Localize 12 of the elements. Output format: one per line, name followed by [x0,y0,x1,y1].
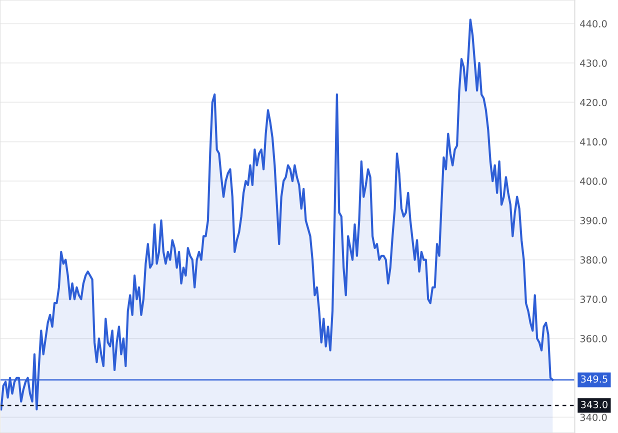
y-tick-label: 410.0 [580,138,607,146]
y-tick-label: 390.0 [580,216,607,224]
y-tick-label: 420.0 [580,98,607,106]
y-tick-label: 370.0 [580,296,607,303]
y-tick-label: 400.0 [580,178,607,185]
ref-line-label: 343.0 [581,400,608,408]
y-tick-label: 360.0 [580,335,607,342]
y-tick-label: 440.0 [580,20,607,28]
y-tick-label: 430.0 [580,59,607,67]
y-tick-label: 340.0 [580,414,607,422]
ref-line-label: 349.5 [581,375,608,383]
y-tick-label: 380.0 [580,256,607,264]
